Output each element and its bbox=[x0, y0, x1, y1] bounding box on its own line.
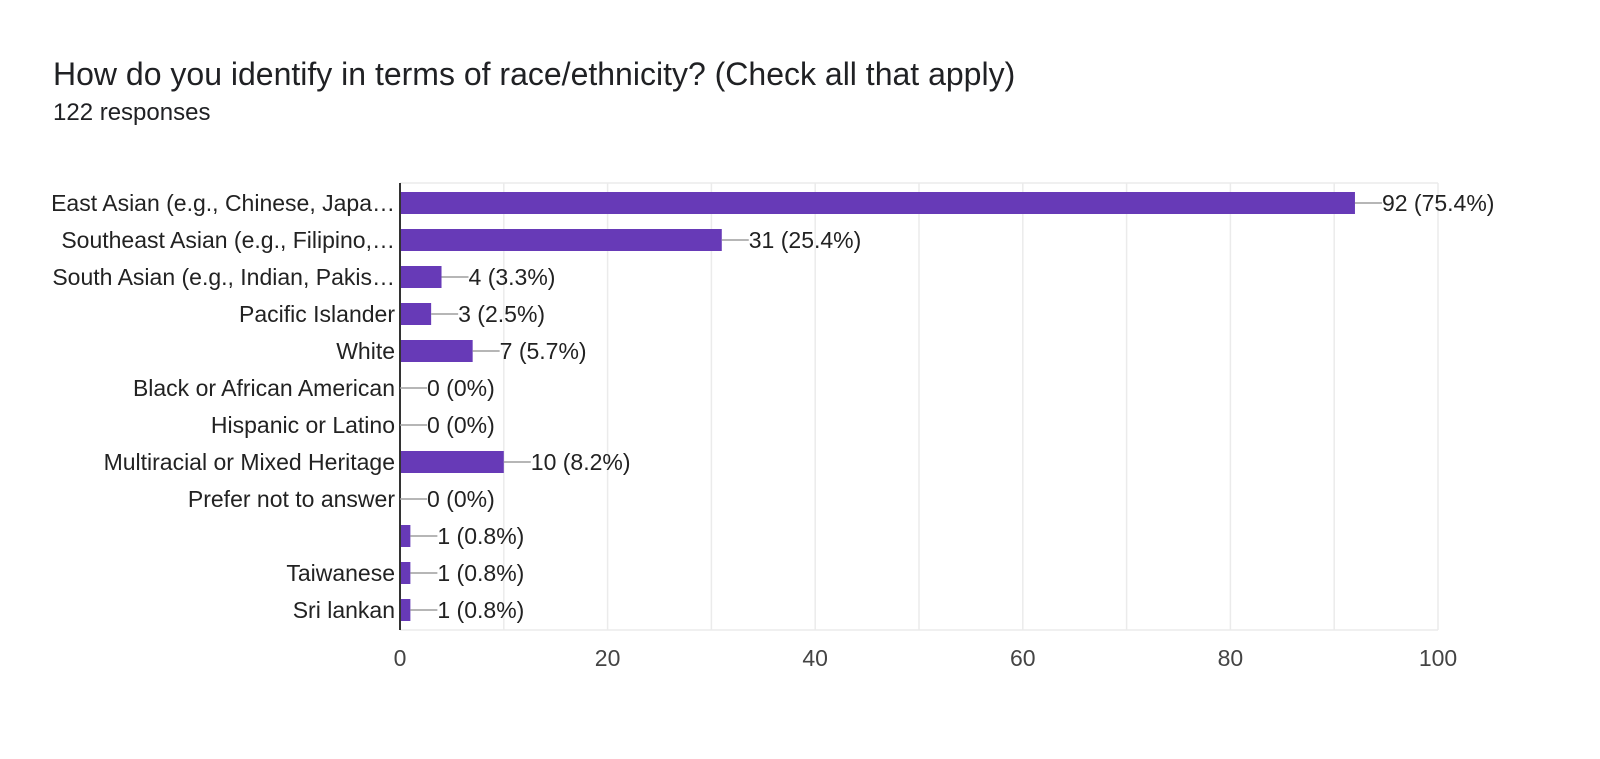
bar bbox=[400, 340, 473, 362]
x-tick-label: 40 bbox=[802, 645, 828, 671]
value-label: 3 (2.5%) bbox=[458, 301, 545, 327]
category-label: South Asian (e.g., Indian, Pakis… bbox=[52, 264, 395, 290]
value-label: 1 (0.8%) bbox=[437, 523, 524, 549]
category-label: Black or African American bbox=[133, 375, 395, 401]
bar bbox=[400, 192, 1355, 214]
value-label: 10 (8.2%) bbox=[531, 449, 631, 475]
bar bbox=[400, 599, 411, 621]
x-tick-label: 100 bbox=[1419, 645, 1457, 671]
chart-title: How do you identify in terms of race/eth… bbox=[53, 56, 1016, 92]
x-tick-label: 80 bbox=[1218, 645, 1244, 671]
x-tick-label: 60 bbox=[1010, 645, 1036, 671]
category-label: Southeast Asian (e.g., Filipino,… bbox=[61, 227, 395, 253]
category-label: Pacific Islander bbox=[239, 301, 395, 327]
bar bbox=[400, 451, 504, 473]
bar bbox=[400, 303, 432, 325]
category-label: Hispanic or Latino bbox=[211, 412, 395, 438]
value-label: 31 (25.4%) bbox=[749, 227, 862, 253]
category-label: Sri lankan bbox=[293, 597, 395, 623]
value-label: 1 (0.8%) bbox=[437, 597, 524, 623]
labels: 0 20 40 60 80 100 92 (75.4%) East Asian (e.g., … bbox=[51, 190, 1494, 671]
bar bbox=[400, 525, 411, 547]
value-label: 7 (5.7%) bbox=[500, 338, 587, 364]
bar bbox=[400, 229, 722, 251]
category-label: Taiwanese bbox=[286, 560, 395, 586]
category-label: East Asian (e.g., Chinese, Japa… bbox=[51, 190, 395, 216]
x-tick-label: 0 bbox=[394, 645, 407, 671]
value-label: 0 (0%) bbox=[427, 486, 495, 512]
bar bbox=[400, 266, 442, 288]
value-label: 0 (0%) bbox=[427, 375, 495, 401]
gridlines bbox=[400, 182, 1439, 631]
bar bbox=[400, 562, 411, 584]
bars bbox=[400, 192, 1355, 621]
response-count: 122 responses bbox=[53, 99, 211, 126]
category-label: White bbox=[336, 338, 395, 364]
value-label: 92 (75.4%) bbox=[1382, 190, 1495, 216]
chart-header: How do you identify in terms of race/eth… bbox=[53, 52, 1453, 130]
category-label: Multiracial or Mixed Heritage bbox=[104, 449, 395, 475]
value-label: 4 (3.3%) bbox=[469, 264, 556, 290]
x-tick-label: 20 bbox=[595, 645, 621, 671]
category-label: Prefer not to answer bbox=[188, 486, 395, 512]
value-label: 1 (0.8%) bbox=[437, 560, 524, 586]
value-label: 0 (0%) bbox=[427, 412, 495, 438]
